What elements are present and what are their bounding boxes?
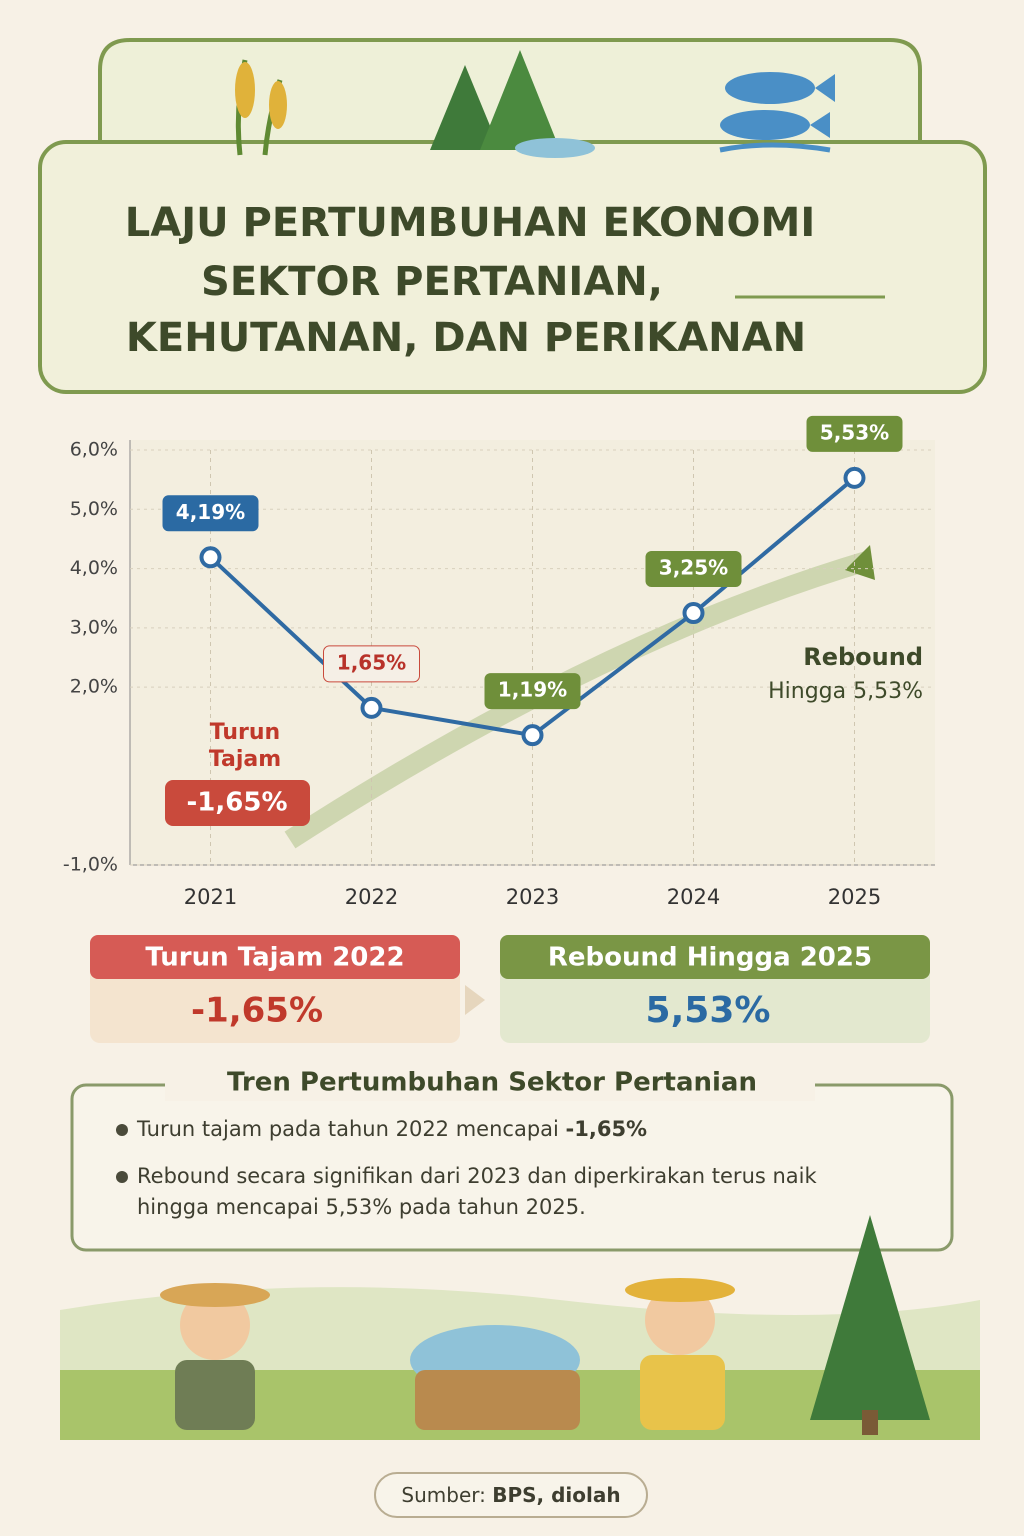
bullet (116, 1124, 128, 1136)
fish-icon (719, 72, 835, 153)
bullet (116, 1171, 128, 1183)
summary-value: -1,65% (191, 991, 323, 1031)
value-label-box (645, 551, 742, 588)
summary-arrow (465, 985, 485, 1015)
bullet-text: hingga mencapai 5,53% pada tahun 2025. (137, 1195, 586, 1219)
value-label-box (323, 645, 420, 683)
x-tick-label: 2025 (828, 885, 881, 909)
bullet-text: Rebound secara signifikan dari 2023 dan … (137, 1164, 818, 1188)
title-line: SEKTOR PERTANIAN, (201, 259, 663, 305)
data-point (199, 546, 222, 569)
value-label-box (806, 415, 903, 452)
value-label: 5,53% (820, 420, 889, 444)
summary-title: Turun Tajam 2022 (145, 943, 404, 973)
annotation: Hingga 5,53% (768, 679, 923, 704)
data-point (843, 466, 866, 489)
tree (810, 1215, 930, 1435)
trend-title: Tren Pertumbuhan Sektor Pertanian (227, 1068, 757, 1098)
source-label: Sumber: (401, 1483, 485, 1507)
summary-header (500, 935, 930, 979)
y-tick-label: 3,0% (70, 616, 118, 638)
fish-basket (410, 1325, 580, 1430)
value-label: 1,65% (337, 650, 406, 674)
annotation: -1,65% (187, 788, 288, 818)
tree-icon (430, 50, 595, 158)
rebound-arrow (284, 550, 873, 849)
bullet-text: Turun tajam pada tahun 2022 mencapai -1,… (136, 1117, 647, 1141)
source: Sumber: BPS, diolah (401, 1483, 620, 1507)
source-value: BPS, diolah (492, 1483, 620, 1507)
x-tick-label: 2023 (506, 885, 559, 909)
title-line: LAJU PERTUMBUHAN EKONOMI (125, 200, 815, 246)
annotation: Turun (210, 720, 280, 745)
source-box (374, 1472, 648, 1518)
bullet-text-bold: -1,65% (566, 1117, 648, 1141)
value-label: 4,19% (176, 500, 245, 524)
bullet-text: Turun tajam pada tahun 2022 mencapai (136, 1117, 566, 1141)
arrow-head (845, 545, 875, 580)
value-label: 1,19% (498, 678, 567, 702)
data-point (682, 602, 705, 625)
title-line: KEHUTANAN, DAN PERIKANAN (126, 315, 806, 361)
summary-header (90, 935, 460, 979)
fisher (625, 1278, 735, 1430)
y-tick-label: 2,0% (70, 676, 118, 698)
y-tick-label: 5,0% (70, 498, 118, 520)
x-tick-label: 2024 (667, 885, 720, 909)
farmer (160, 1283, 270, 1430)
annotation-box (165, 780, 310, 826)
y-tick-label: 6,0% (70, 439, 118, 461)
annotation: Tajam (209, 747, 281, 772)
value-label-box (162, 495, 259, 532)
annotation: Rebound (803, 643, 923, 671)
data-point (360, 696, 383, 719)
x-tick-label: 2022 (345, 885, 398, 909)
wheat-icon (235, 59, 287, 156)
value-label-box (484, 673, 581, 710)
summary-value: 5,53% (646, 990, 771, 1031)
y-tick-label: -1,0% (63, 854, 118, 876)
value-label: 3,25% (659, 556, 728, 580)
data-point (521, 724, 544, 747)
trend-title-bg (165, 1065, 815, 1101)
y-tick-label: 4,0% (70, 557, 118, 579)
summary-title: Rebound Hingga 2025 (548, 943, 872, 973)
x-tick-label: 2021 (184, 885, 237, 909)
